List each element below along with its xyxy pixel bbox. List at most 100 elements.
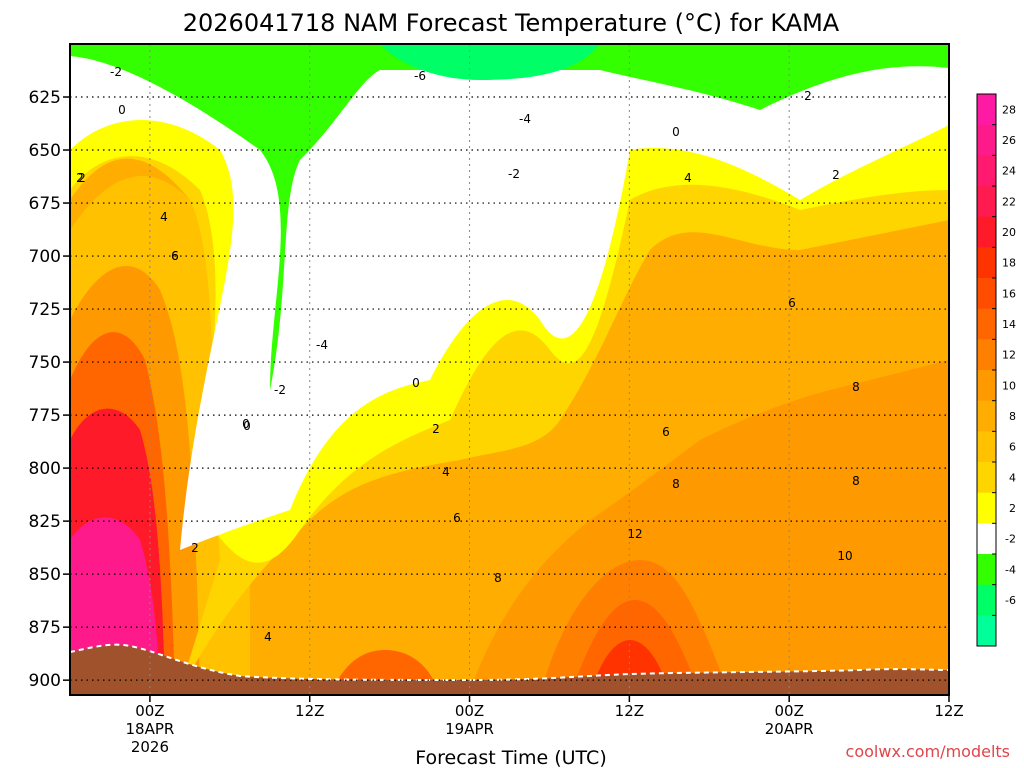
contour-label: 2 bbox=[76, 171, 84, 185]
colorbar-label: 18 bbox=[1002, 257, 1016, 270]
colorbar-label: 10 bbox=[1002, 379, 1016, 392]
contour-label: -4 bbox=[316, 338, 328, 352]
colorbar-label: 12 bbox=[1002, 349, 1016, 362]
x-axis-ticks: 00Z18APR202612Z00Z19APR12Z00Z20APR12Z00Z… bbox=[125, 695, 964, 756]
colorbar: 28 26 24 22 20 18 16 14 12 10 8 6 4 2 -2 -4 -6 bbox=[976, 93, 1016, 647]
contour-label: 2 bbox=[191, 541, 199, 555]
colorbar-swatch bbox=[977, 339, 996, 371]
contour-label: 2 bbox=[78, 171, 86, 185]
contour-label: 8 bbox=[672, 477, 680, 491]
colorbar-swatch bbox=[977, 400, 996, 432]
colorbar-swatch bbox=[977, 278, 996, 310]
terrain bbox=[70, 644, 949, 695]
contour-label: 0 bbox=[243, 419, 251, 433]
plot-fill-layer bbox=[70, 44, 949, 695]
colorbar-label: 4 bbox=[1009, 471, 1016, 484]
colorbar-swatch bbox=[977, 523, 996, 555]
contour-label: 4 bbox=[160, 210, 168, 224]
x-axis-label: Forecast Time (UTC) bbox=[415, 747, 606, 768]
x-tick-label: 12Z bbox=[295, 702, 324, 720]
contour-label: 0 bbox=[118, 103, 126, 117]
contour-label: -2 bbox=[274, 383, 286, 397]
x-tick-label: 00Z bbox=[774, 702, 803, 720]
y-tick-label: 850 bbox=[29, 565, 61, 585]
y-tick-label: 750 bbox=[29, 353, 61, 373]
band-minus2 bbox=[70, 44, 949, 390]
colorbar-label: 22 bbox=[1002, 195, 1016, 208]
colorbar-label: 2 bbox=[1009, 502, 1016, 515]
contour-label: 0 bbox=[242, 417, 250, 431]
contour-label: 2 bbox=[804, 89, 812, 103]
contour-label: 2 bbox=[432, 422, 440, 436]
contour-label: 6 bbox=[662, 425, 670, 439]
contour-label: 4 bbox=[684, 171, 692, 185]
y-tick-label: 700 bbox=[29, 247, 61, 267]
grid-lines bbox=[70, 44, 950, 695]
contour-label: 10 bbox=[837, 549, 852, 563]
colorbar-label: 16 bbox=[1002, 287, 1016, 300]
colorbar-swatch bbox=[977, 155, 996, 187]
contour-label: -6 bbox=[414, 69, 426, 83]
y-tick-label: 875 bbox=[29, 618, 61, 638]
colorbar-swatch bbox=[977, 94, 996, 126]
colorbar-label: -2 bbox=[1005, 533, 1016, 546]
colorbar-swatch bbox=[977, 247, 996, 279]
y-tick-label: 675 bbox=[29, 194, 61, 214]
contour-label: -2 bbox=[508, 167, 520, 181]
colorbar-label: 6 bbox=[1009, 441, 1016, 454]
x-tick-label: 2026 bbox=[131, 738, 169, 756]
contour-label: 2 bbox=[832, 168, 840, 182]
y-tick-label: 900 bbox=[29, 671, 61, 691]
contour-label: -2 bbox=[110, 65, 122, 79]
x-tick-label: 12Z bbox=[934, 702, 963, 720]
x-tick-label: 20APR bbox=[765, 720, 814, 738]
colorbar-label: 24 bbox=[1002, 165, 1016, 178]
contour-label: -4 bbox=[519, 112, 531, 126]
colorbar-swatch bbox=[977, 186, 996, 218]
colorbar-swatch bbox=[977, 554, 996, 586]
contour-label: 4 bbox=[264, 630, 272, 644]
colorbar-swatch bbox=[977, 462, 996, 494]
contour-label: 8 bbox=[494, 571, 502, 585]
colorbar-swatch bbox=[977, 615, 996, 647]
y-tick-label: 625 bbox=[29, 88, 61, 108]
contour-label: 8 bbox=[852, 380, 860, 394]
contour-label: 4 bbox=[442, 465, 450, 479]
y-tick-label: 775 bbox=[29, 406, 61, 426]
contour-label: 6 bbox=[171, 249, 179, 263]
colorbar-swatch bbox=[977, 124, 996, 156]
x-tick-label: 12Z bbox=[615, 702, 644, 720]
colorbar-swatch bbox=[977, 216, 996, 248]
band-minus4 bbox=[380, 44, 600, 80]
contour-label: 6 bbox=[788, 296, 796, 310]
colorbar-label: 20 bbox=[1002, 226, 1016, 239]
y-tick-label: 650 bbox=[29, 141, 61, 161]
x-tick-label: 00Z bbox=[455, 702, 484, 720]
y-tick-label: 825 bbox=[29, 512, 61, 532]
colorbar-label: 26 bbox=[1002, 134, 1016, 147]
colorbar-swatch bbox=[977, 308, 996, 340]
colorbar-label: -6 bbox=[1005, 594, 1016, 607]
credit-text: coolwx.com/modelts bbox=[846, 742, 1010, 761]
colorbar-swatch bbox=[977, 492, 996, 524]
plot-frame bbox=[69, 43, 950, 696]
colorbar-swatch bbox=[977, 370, 996, 402]
x-tick-label: 00Z bbox=[135, 702, 164, 720]
colorbar-swatch bbox=[977, 584, 996, 616]
colorbar-label: -4 bbox=[1005, 563, 1016, 576]
contour-label: 12 bbox=[627, 527, 642, 541]
chart-title: 2026041718 NAM Forecast Temperature (°C)… bbox=[183, 9, 840, 37]
contour-label: 8 bbox=[852, 474, 860, 488]
contour-label: 0 bbox=[672, 125, 680, 139]
colorbar-swatch bbox=[977, 431, 996, 463]
y-tick-label: 725 bbox=[29, 300, 61, 320]
x-tick-label: 19APR bbox=[445, 720, 494, 738]
colorbar-label: 8 bbox=[1009, 410, 1016, 423]
y-tick-label: 800 bbox=[29, 459, 61, 479]
contour-label: 6 bbox=[453, 511, 461, 525]
x-tick-label: 18APR bbox=[125, 720, 174, 738]
contour-label: 6 bbox=[171, 249, 179, 263]
contour-label: 0 bbox=[412, 376, 420, 390]
